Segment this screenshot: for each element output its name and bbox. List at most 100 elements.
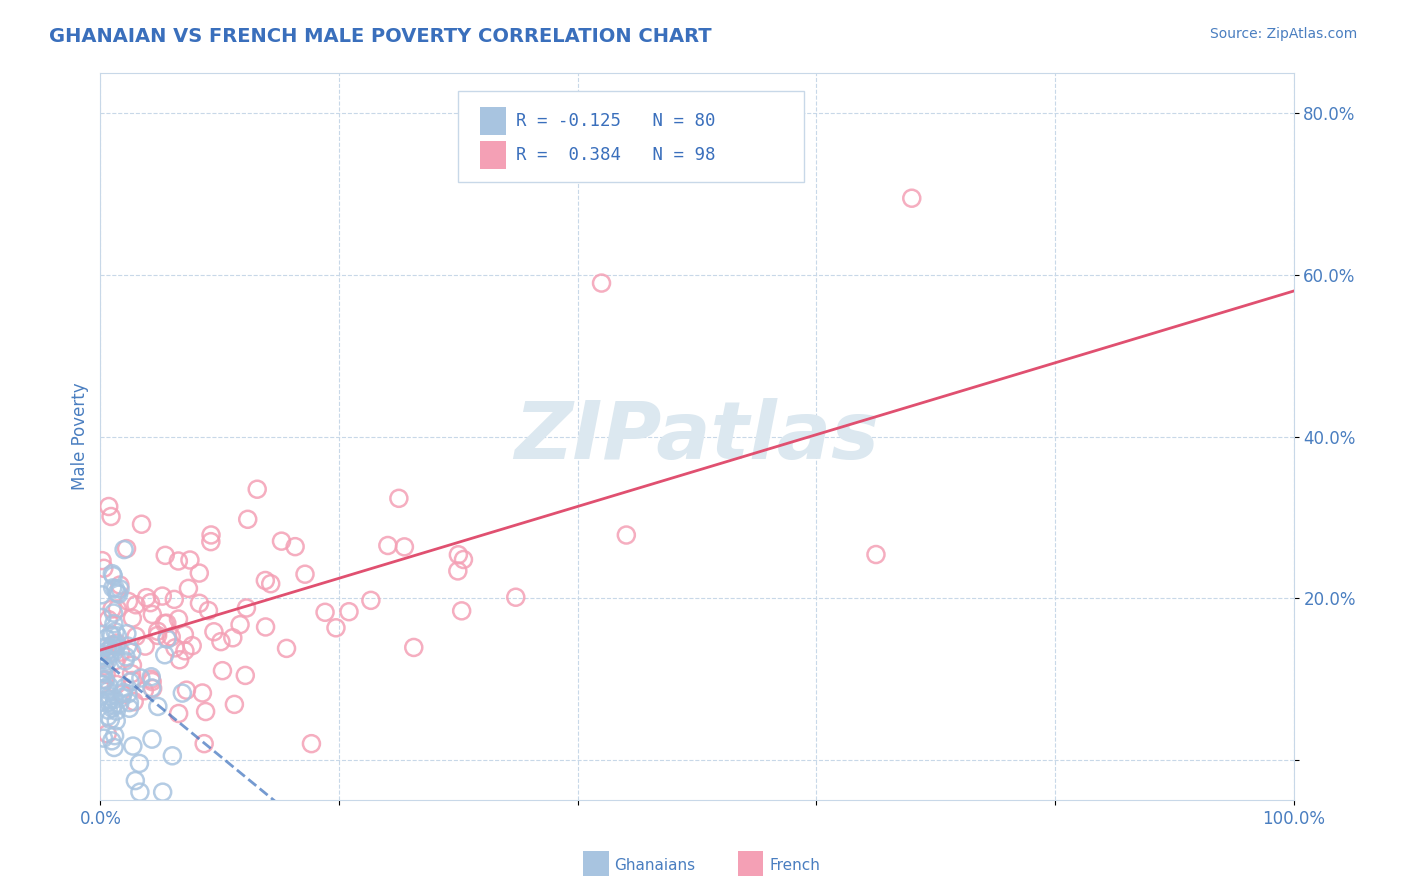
Point xyxy=(121,611,143,625)
Point xyxy=(294,567,316,582)
Point xyxy=(235,601,257,615)
Point xyxy=(129,671,152,685)
Text: Ghanaians: Ghanaians xyxy=(614,858,696,872)
Point xyxy=(254,574,277,588)
Point xyxy=(100,627,122,641)
Point xyxy=(591,276,613,290)
Point xyxy=(188,596,211,610)
Point xyxy=(325,621,347,635)
Point xyxy=(152,785,174,799)
Point xyxy=(146,628,169,642)
Point xyxy=(104,729,127,743)
Point xyxy=(122,695,145,709)
Point xyxy=(141,732,163,747)
Point xyxy=(104,624,127,639)
Point xyxy=(98,713,121,727)
Point xyxy=(108,697,131,711)
Point xyxy=(115,541,138,556)
Point xyxy=(114,654,136,668)
Point xyxy=(181,639,204,653)
Point xyxy=(188,566,211,580)
Point xyxy=(112,542,135,557)
Point xyxy=(260,576,283,591)
Text: Source: ZipAtlas.com: Source: ZipAtlas.com xyxy=(1209,27,1357,41)
Point xyxy=(101,734,124,748)
Point xyxy=(134,639,156,653)
Point xyxy=(104,692,127,706)
Point xyxy=(174,644,197,658)
Point xyxy=(105,704,128,718)
Point xyxy=(94,681,117,696)
Point xyxy=(197,603,219,617)
Point xyxy=(177,582,200,596)
Point xyxy=(105,714,128,728)
Text: French: French xyxy=(769,858,820,872)
Point xyxy=(96,654,118,668)
Point xyxy=(160,630,183,644)
Point xyxy=(94,667,117,681)
Point xyxy=(131,517,153,532)
Point xyxy=(105,602,128,616)
Point xyxy=(121,645,143,659)
Point xyxy=(200,534,222,549)
Point xyxy=(104,654,127,668)
Point xyxy=(163,640,186,655)
Point xyxy=(191,686,214,700)
Point xyxy=(107,587,129,601)
Point xyxy=(101,602,124,616)
Point xyxy=(100,509,122,524)
Point xyxy=(103,616,125,631)
Point xyxy=(141,674,163,689)
Point xyxy=(101,629,124,643)
Point xyxy=(276,641,298,656)
Point xyxy=(124,773,146,788)
Point xyxy=(112,685,135,699)
Point xyxy=(388,491,411,506)
Point xyxy=(447,564,470,578)
Point xyxy=(150,589,173,603)
Point xyxy=(179,553,201,567)
Point xyxy=(156,632,179,647)
Point xyxy=(865,548,887,562)
Point xyxy=(176,683,198,698)
Point xyxy=(141,607,163,622)
Point xyxy=(172,686,194,700)
Point xyxy=(90,588,112,602)
Point xyxy=(167,554,190,568)
Point xyxy=(209,634,232,648)
Point xyxy=(94,673,117,687)
Point xyxy=(129,785,152,799)
Point xyxy=(98,642,121,657)
Point xyxy=(360,593,382,607)
Text: GHANAIAN VS FRENCH MALE POVERTY CORRELATION CHART: GHANAIAN VS FRENCH MALE POVERTY CORRELAT… xyxy=(49,27,711,45)
Bar xyxy=(479,141,506,169)
Point xyxy=(155,549,177,563)
Point xyxy=(93,660,115,674)
Point xyxy=(246,482,269,496)
Point xyxy=(91,673,114,687)
Point xyxy=(110,645,132,659)
Point xyxy=(142,681,165,696)
Point xyxy=(103,569,125,583)
Point xyxy=(614,528,637,542)
Point xyxy=(284,540,307,554)
Point xyxy=(121,658,143,673)
Point xyxy=(254,620,277,634)
Point xyxy=(105,586,128,600)
Point xyxy=(97,679,120,693)
Point xyxy=(153,648,176,662)
Point xyxy=(135,591,157,605)
Point xyxy=(96,644,118,658)
Point xyxy=(104,582,127,596)
Point xyxy=(141,681,163,695)
Point xyxy=(121,739,143,753)
Point xyxy=(94,650,117,665)
Point xyxy=(114,681,136,695)
Point xyxy=(103,644,125,658)
Point xyxy=(91,665,114,680)
Point xyxy=(101,638,124,652)
Point xyxy=(101,701,124,715)
Point xyxy=(105,677,128,691)
Point xyxy=(337,605,360,619)
Point xyxy=(120,674,142,689)
